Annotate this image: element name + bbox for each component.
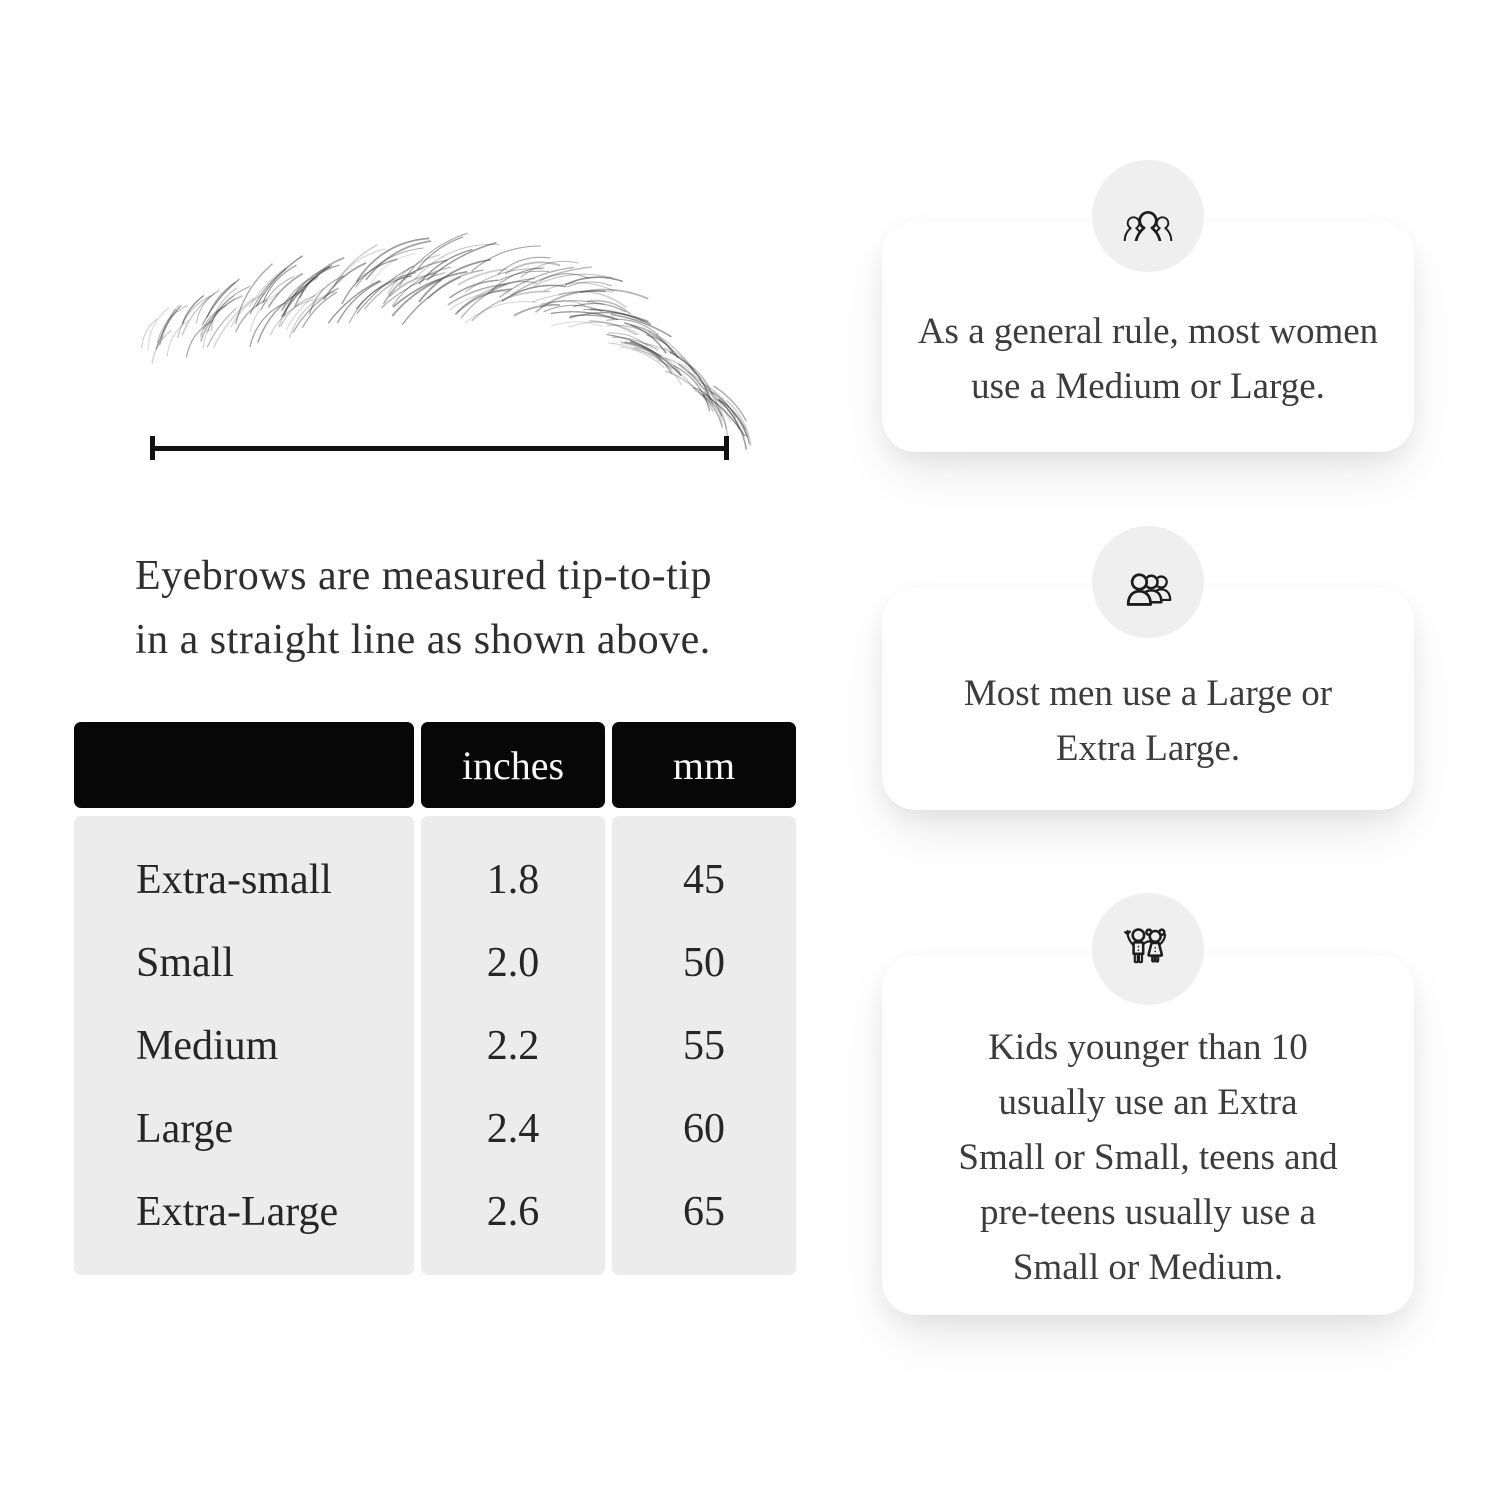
- measurement-line-right-cap: [724, 436, 729, 460]
- table-row-label: Extra-small: [136, 856, 332, 903]
- caption-line-1: Eyebrows are measured tip-to-tip: [135, 553, 712, 599]
- women-group-icon: [1123, 211, 1173, 241]
- women-icon-circle: [1092, 160, 1204, 272]
- kids-card-text: Kids younger than 10 usually use an Extr…: [882, 955, 1414, 1315]
- caption-line-2: in a straight line as shown above.: [135, 617, 711, 663]
- table-cell-inches: 2.2: [486, 1022, 540, 1069]
- measurement-line-bar: [155, 445, 724, 451]
- table-cell-inches: 2.0: [486, 939, 540, 986]
- table-header-inches: inches: [421, 722, 605, 808]
- info-card-kids: Kids younger than 10 usually use an Extr…: [882, 893, 1414, 1315]
- info-card-women: As a general rule, most women use a Medi…: [882, 160, 1414, 452]
- measurement-line: [150, 436, 729, 460]
- table-cell-mm: 55: [683, 1022, 725, 1069]
- women-card-text: As a general rule, most women use a Medi…: [882, 222, 1414, 452]
- card-text-line: Extra Large.: [1055, 728, 1241, 769]
- card-text-line: pre-teens usually use a: [980, 1191, 1316, 1233]
- card-text-line: Most men use a Large or: [963, 673, 1333, 714]
- measurement-line-left-cap: [150, 436, 155, 460]
- measurement-caption: Eyebrows are measured tip-to-tip in a st…: [135, 544, 712, 672]
- table-row-label: Large: [136, 1105, 234, 1152]
- table-cell-mm: 45: [683, 856, 725, 903]
- table-cell-inches: 2.4: [486, 1105, 540, 1152]
- kids-icon: [1124, 928, 1167, 964]
- card-text-line: use a Medium or Large.: [971, 366, 1325, 407]
- card-text-line: Small or Small, teens and: [958, 1136, 1338, 1178]
- card-text-line: Small or Medium.: [1012, 1246, 1284, 1288]
- kids-icon-circle: [1092, 893, 1204, 1005]
- men-card-text: Most men use a Large or Extra Large.: [882, 588, 1414, 810]
- table-cell-mm: 65: [683, 1188, 725, 1235]
- table-column-mm: 45 50 55 60 65: [612, 816, 796, 1275]
- table-cell-mm: 60: [683, 1105, 725, 1152]
- men-group-icon: [1126, 573, 1172, 606]
- table-column-sizes: Extra-small Small Medium Large Extra-Lar…: [74, 816, 414, 1275]
- card-text-line: usually use an Extra: [998, 1081, 1298, 1123]
- table-row-label: Extra-Large: [136, 1188, 339, 1235]
- card-text-line: Kids younger than 10: [988, 1026, 1308, 1068]
- size-table: inches mm Extra-small Small Medium Large…: [74, 722, 796, 1275]
- info-card-men: Most men use a Large or Extra Large.: [882, 526, 1414, 810]
- table-header-blank: [74, 722, 414, 808]
- men-icon-circle: [1092, 526, 1204, 638]
- card-text-line: As a general rule, most women: [917, 311, 1379, 352]
- table-row-label: Small: [136, 939, 235, 986]
- table-row-label: Medium: [136, 1022, 279, 1069]
- table-cell-mm: 50: [683, 939, 725, 986]
- table-cell-inches: 1.8: [486, 856, 540, 903]
- table-header-mm: mm: [612, 722, 796, 808]
- table-cell-inches: 2.6: [486, 1188, 540, 1235]
- table-column-inches: 1.8 2.0 2.2 2.4 2.6: [421, 816, 605, 1275]
